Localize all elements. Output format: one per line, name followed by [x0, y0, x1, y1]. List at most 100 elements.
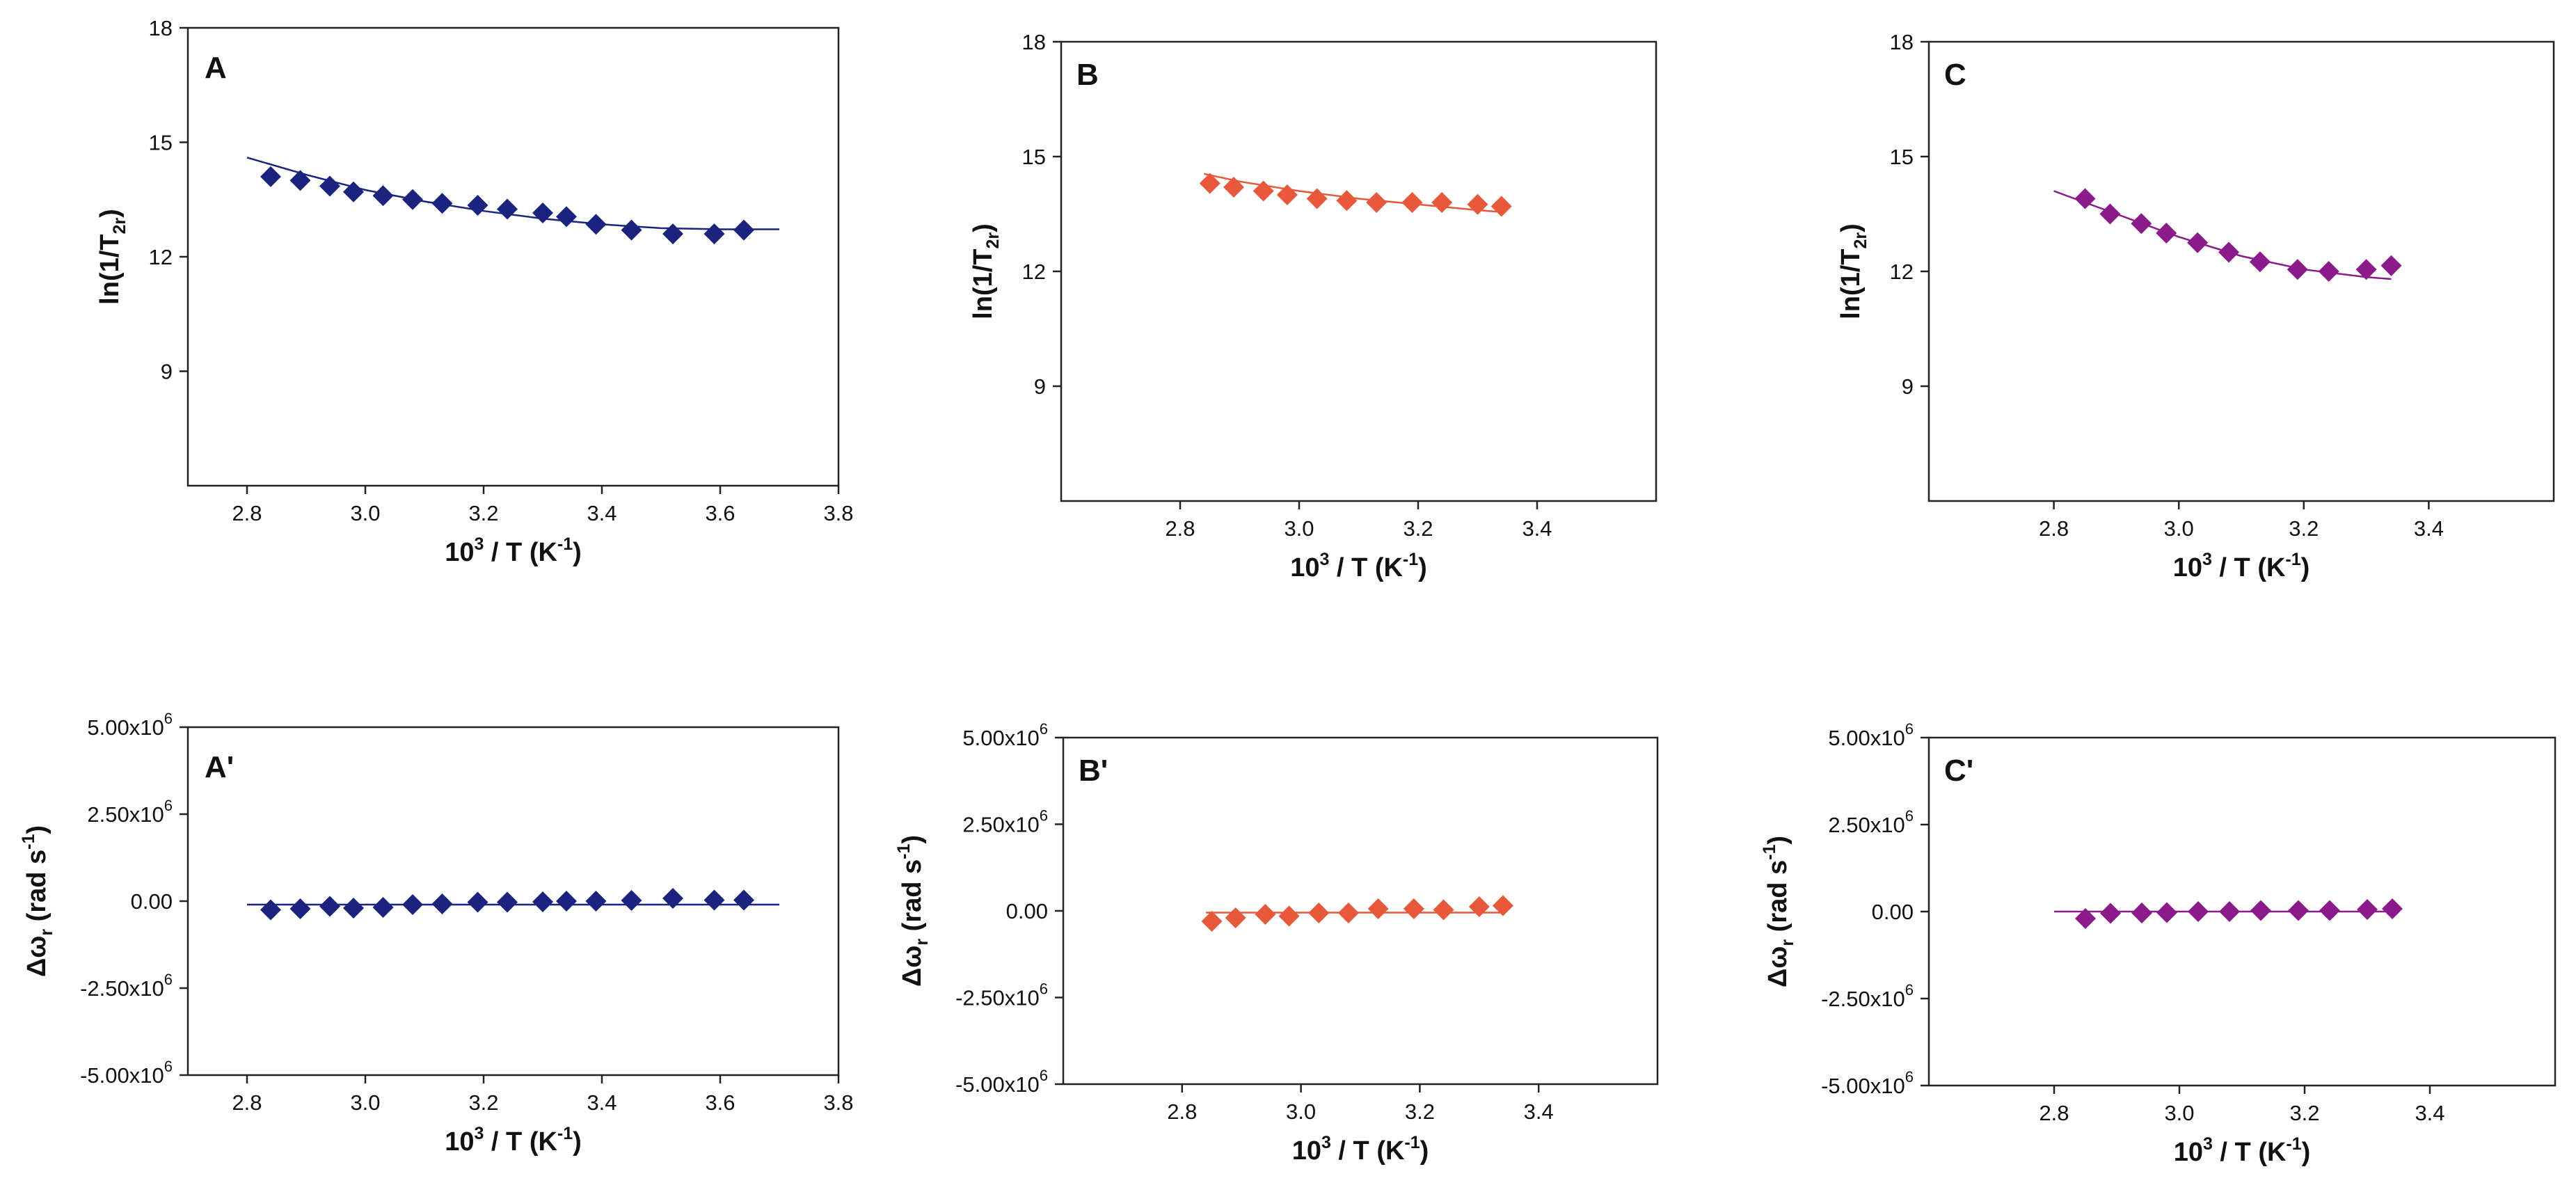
x-tick-label: 3.4 [587, 1090, 617, 1115]
x-axis-label: 103 / T (K-1) [445, 534, 582, 567]
y-tick-label: 5.00x106 [87, 710, 173, 740]
y-tick-label: -5.00x106 [80, 1058, 173, 1088]
data-point [431, 893, 453, 914]
panel-label: B [1076, 58, 1099, 92]
x-tick-label: 2.8 [232, 1090, 262, 1115]
y-tick-label: 12 [1890, 260, 1914, 284]
y-axis-label: ln(1/T2r) [969, 223, 1003, 319]
y-tick-label: 15 [149, 131, 173, 155]
data-point [1308, 902, 1330, 923]
data-point [497, 198, 518, 220]
data-point [2187, 232, 2209, 253]
panel-label: A' [205, 750, 234, 784]
data-point [372, 897, 394, 918]
plot-frame [1062, 736, 1659, 1086]
data-point [319, 175, 340, 197]
data-point [703, 223, 725, 245]
x-tick-label: 3.0 [350, 1090, 380, 1115]
data-point [532, 202, 553, 223]
data-point [1490, 196, 1512, 217]
y-tick-label: 15 [1022, 145, 1046, 169]
x-tick-label: 3.4 [1524, 1099, 1554, 1124]
data-point [2287, 259, 2308, 280]
chart-panel-C-prime: 2.8 3.0 3.2 3.4 -5.00x106 -2.50x106 0.00 2.50x1… [1760, 720, 2557, 1167]
data-point [585, 214, 607, 235]
y-tick-label: 0.00 [131, 889, 173, 914]
x-axis-label: 103 / T (K-1) [445, 1124, 582, 1157]
data-point [2074, 188, 2096, 209]
y-axis-label: Δωr (rad s-1) [1760, 836, 1797, 987]
y-tick-label: 12 [1022, 260, 1046, 284]
y-tick-label: 0.00 [1872, 900, 1914, 924]
x-axis-label: 103 / T (K-1) [2173, 550, 2310, 582]
data-point [2355, 259, 2377, 280]
data-point [1276, 184, 1298, 205]
x-tick-label: 3.2 [468, 1090, 498, 1115]
data-point [662, 888, 683, 909]
data-point [1223, 177, 1244, 198]
panel-label: B' [1079, 754, 1108, 788]
y-axis-label: ln(1/T2r) [95, 209, 129, 305]
data-point [2250, 900, 2271, 921]
y-tick-label: -2.50x106 [955, 980, 1048, 1010]
data-point [2156, 902, 2177, 923]
y-tick-label: -2.50x106 [1821, 981, 1914, 1011]
y-tick-label: 5.00x106 [1828, 720, 1914, 750]
data-point [662, 223, 683, 245]
y-tick-label: 0.00 [1006, 899, 1048, 923]
panel-label: A [205, 51, 227, 85]
data-point [2218, 241, 2240, 263]
x-axis-label: 103 / T (K-1) [1292, 1133, 1429, 1166]
data-point [431, 193, 453, 214]
data-point [1366, 192, 1388, 213]
data-point [1492, 895, 1513, 916]
x-tick-label: 3.2 [1403, 516, 1433, 541]
x-tick-label: 3.2 [468, 501, 498, 525]
data-point [319, 896, 340, 917]
x-tick-label: 3.2 [1405, 1099, 1435, 1124]
fit-curve [2053, 190, 2392, 280]
data-point [343, 898, 364, 919]
chart-panel-A-prime: 2.8 3.0 3.2 3.4 3.6 3.8 -5.00x106 -2.50x106 0.00… [19, 710, 854, 1157]
data-point [402, 189, 423, 210]
chart-panel-C: 2.8 3.0 3.2 3.4 9 12 15 18 C 103 / T (K-1) ln(1/T2… [1836, 30, 2555, 582]
data-point [260, 899, 281, 921]
panel-label: C [1944, 58, 1966, 92]
data-point [585, 891, 607, 912]
data-point [2131, 903, 2152, 923]
panel-label: C' [1944, 754, 1973, 788]
data-point [1336, 190, 1358, 212]
x-tick-label: 3.4 [587, 501, 617, 525]
data-point [1433, 899, 1454, 921]
x-tick-label: 3.8 [823, 501, 853, 525]
x-tick-label: 3.2 [2289, 1101, 2319, 1125]
y-tick-label: 9 [1902, 374, 1914, 399]
plot-frame [1060, 40, 1657, 502]
data-point [343, 181, 364, 202]
x-tick-label: 2.8 [2039, 1101, 2069, 1125]
data-point [1401, 192, 1423, 213]
data-point [621, 219, 642, 241]
data-point [733, 889, 754, 911]
y-tick-label: -5.00x106 [955, 1067, 1048, 1097]
y-tick-label: 9 [1034, 374, 1046, 399]
data-point [1199, 173, 1221, 194]
data-point [372, 185, 394, 207]
plot-frame [186, 26, 840, 487]
data-point [1306, 188, 1328, 209]
data-point [1255, 903, 1276, 925]
y-tick-label: 15 [1890, 145, 1914, 169]
data-point [1253, 180, 1274, 202]
data-point [2249, 251, 2271, 273]
data-point [2288, 900, 2309, 921]
y-tick-label: 9 [161, 360, 173, 384]
data-point [2075, 908, 2096, 929]
data-point [1467, 193, 1488, 215]
data-point [1201, 910, 1223, 932]
data-point [2156, 223, 2177, 244]
x-tick-label: 2.8 [1167, 1099, 1197, 1124]
data-point [556, 891, 577, 912]
fit-curve [1203, 173, 1502, 213]
x-tick-label: 3.2 [2289, 516, 2319, 541]
y-axis-label: Δωr (rad s-1) [894, 835, 932, 987]
